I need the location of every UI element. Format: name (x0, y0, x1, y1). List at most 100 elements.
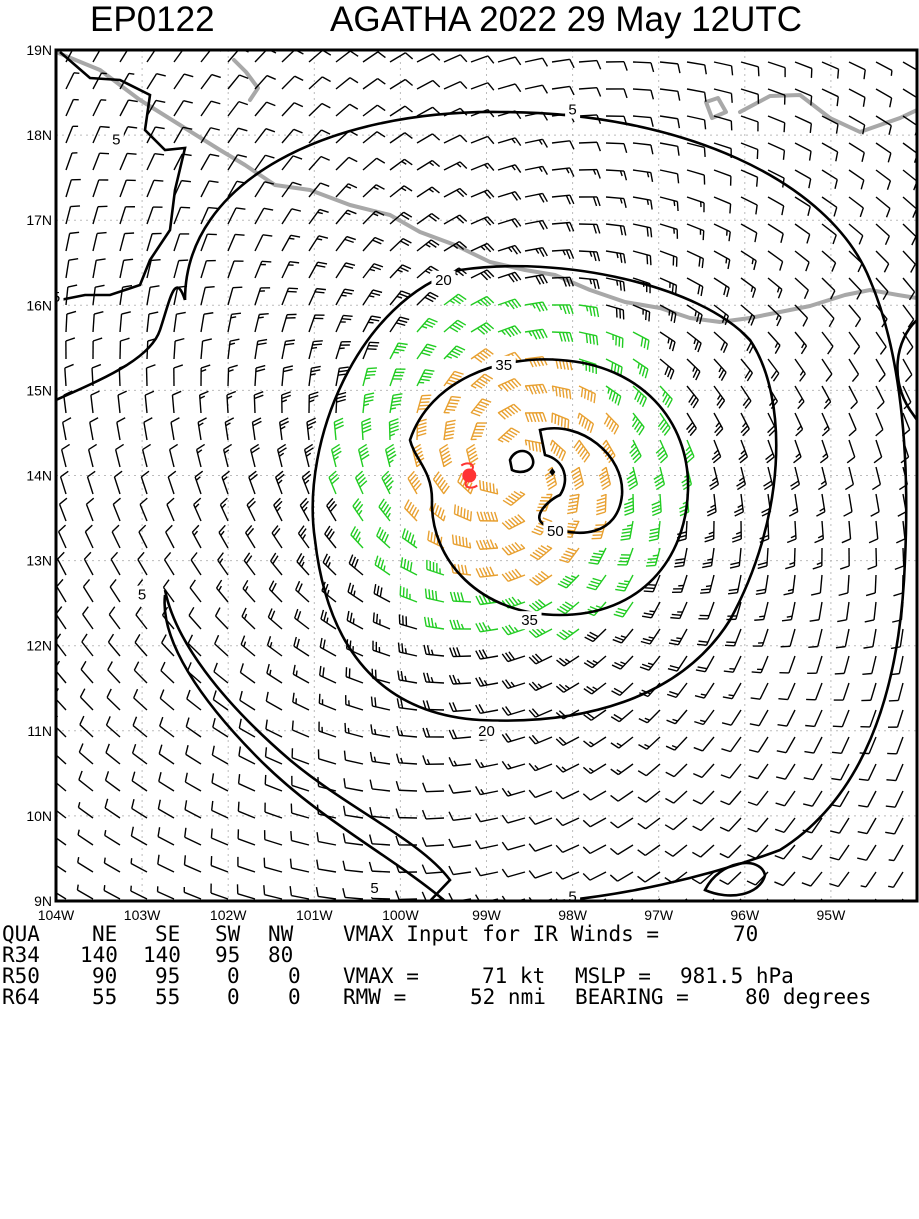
wind-barb (606, 305, 624, 319)
wind-barb (417, 292, 438, 305)
wind-barb (795, 332, 806, 354)
wind-barb (158, 886, 174, 899)
bearing-label: BEARING = (575, 987, 689, 1008)
wind-barb (610, 872, 633, 881)
wind-barb (444, 420, 456, 440)
wind-barb (471, 83, 494, 90)
footer-row-r50: R50 90 95 0 0 VMAX = 71 kt MSLP = 981.5 … (0, 966, 51, 987)
wind-barb (228, 234, 245, 251)
wind-barb (749, 764, 768, 779)
wind-barb (201, 75, 221, 89)
wind-barb (185, 828, 201, 845)
wind-barb (552, 223, 574, 232)
wind-barb (845, 467, 853, 490)
r50-se: 95 (155, 966, 180, 987)
wind-barb (136, 607, 147, 629)
wind-barb (776, 791, 795, 806)
vmax-label: VMAX = (343, 966, 419, 987)
contour-label: 50 (547, 523, 564, 540)
wind-barb (849, 359, 858, 382)
wind-barb (876, 332, 886, 354)
wind-barb (201, 101, 220, 116)
wind-barb (849, 224, 863, 244)
wind-barb (282, 392, 291, 413)
wind-barb (868, 548, 877, 569)
col-label: QUA (2, 924, 40, 945)
wind-barb (583, 737, 606, 747)
wind-barb (396, 809, 417, 818)
wind-barb (93, 338, 102, 359)
wind-barb (768, 197, 784, 215)
wind-barb (85, 525, 93, 548)
lat-tick-label: 14N (26, 468, 52, 484)
wind-barb (344, 751, 363, 764)
wind-barb (105, 830, 120, 845)
wind-barb (795, 224, 810, 243)
wind-barb (471, 270, 494, 280)
wind-barb (596, 494, 606, 515)
wind-barb (611, 764, 633, 775)
wind-barb (888, 710, 903, 727)
r64-sw: 0 (227, 987, 240, 1008)
wind-barb (349, 555, 363, 575)
wind-barb (525, 440, 544, 453)
wind-barb (529, 735, 552, 744)
wind-barb (185, 800, 201, 818)
wind-barb (346, 695, 363, 710)
wind-barb (317, 832, 336, 845)
wind-barb (741, 197, 757, 214)
wind-barb (120, 207, 135, 224)
wind-barb (649, 521, 660, 541)
wind-barb (498, 138, 521, 146)
wind-barb (93, 180, 108, 197)
wind-barb (751, 683, 768, 699)
wind-barb (840, 548, 849, 569)
wind-barb (606, 170, 626, 180)
wind-barb (557, 629, 579, 640)
wind-barb (724, 656, 741, 672)
wind-barb (587, 575, 606, 590)
wind-barb (290, 886, 309, 899)
wind-barb (390, 343, 408, 359)
wind-barb (168, 471, 176, 494)
wind-barb (450, 620, 471, 629)
wind-barb (525, 58, 547, 66)
wind-barb (363, 105, 385, 116)
wind-barb (502, 569, 525, 581)
wind-barb (93, 259, 106, 278)
wind-barb (112, 525, 120, 548)
wind-barb (390, 79, 413, 89)
lon-tick-label: 96W (730, 907, 760, 923)
wind-barb (213, 718, 228, 737)
wind-barb (748, 818, 768, 832)
wind-barb (134, 662, 147, 683)
wind-barb (252, 418, 261, 440)
wind-barb (346, 667, 363, 683)
wind-barb (372, 669, 390, 683)
wind-barb (579, 305, 598, 317)
wind-barb (633, 62, 654, 72)
wind-barb (525, 302, 547, 312)
wind-barb (300, 498, 309, 521)
wind-barb (444, 397, 461, 413)
wind-barb (417, 318, 438, 332)
wind-barb (692, 845, 714, 857)
wind-barb (802, 872, 822, 886)
wind-barb (836, 629, 849, 648)
lat-tick-label: 18N (26, 127, 52, 143)
wind-barb (498, 272, 521, 282)
wind-barb (820, 440, 828, 463)
wind-barb (363, 264, 383, 278)
wind-barb (201, 313, 213, 332)
wind-barb (228, 102, 248, 116)
wind-barb (390, 53, 413, 62)
wind-barb (768, 116, 785, 132)
wind-barb (292, 748, 309, 764)
wind-barb (282, 76, 303, 89)
wind-barb (228, 339, 239, 359)
wind-barb (741, 278, 755, 298)
contour-eye (510, 451, 533, 472)
wind-barb (343, 888, 363, 899)
wind-barb (876, 143, 891, 162)
wind-barb (782, 602, 795, 621)
